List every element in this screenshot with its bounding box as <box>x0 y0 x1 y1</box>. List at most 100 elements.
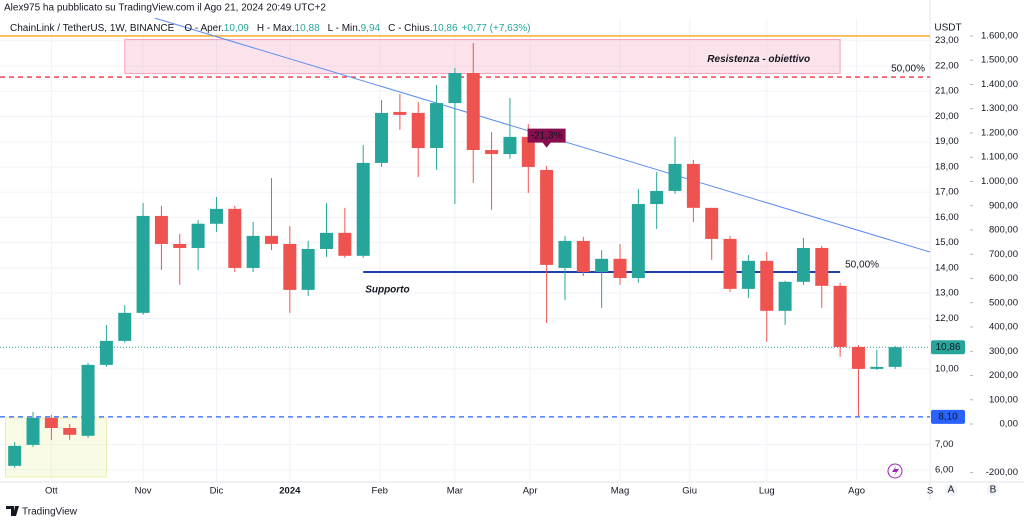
x-tick-label: Nov <box>135 486 152 497</box>
candle-body <box>851 346 865 369</box>
y2-tick-label: 300,00 <box>989 346 1018 357</box>
candle-body <box>631 204 645 279</box>
candle-body <box>705 207 719 239</box>
candle-body <box>668 163 682 191</box>
event-icon-bolt <box>892 466 899 476</box>
y2-tick-label: 600,00 <box>989 273 1018 284</box>
y2-tick-label: -200,00 <box>986 467 1018 478</box>
candle-body <box>741 260 755 289</box>
x-tick-label: Mar <box>447 486 463 497</box>
y-tick-label: 7,00 <box>935 439 954 450</box>
candle-body <box>760 260 774 311</box>
candle-body <box>448 73 462 104</box>
footer <box>0 500 1024 522</box>
y-tick-label: 15,00 <box>935 237 959 248</box>
candle-body <box>540 169 554 265</box>
y2-tick-label: 1.300,00 <box>981 103 1018 114</box>
publisher: Alex975 ha pubblicato su TradingView.com… <box>4 3 326 14</box>
candle-body <box>26 417 40 445</box>
y-tick-label: 12,00 <box>935 313 959 324</box>
candle-body <box>613 258 627 279</box>
candle-body <box>136 215 150 313</box>
y-tick-label: 14,00 <box>935 262 959 273</box>
candle-body <box>99 340 113 365</box>
y-tick-label: 17,00 <box>935 187 959 198</box>
zone-label: Resistenza - obiettivo <box>707 54 810 65</box>
x-tick-label: Dic <box>210 486 224 497</box>
price-tag-label: 10,86 <box>935 342 960 353</box>
candle-body <box>191 223 205 248</box>
support-label: Supporto <box>365 285 409 296</box>
candle-body <box>63 427 77 435</box>
candle-body <box>81 364 95 436</box>
y-tick-label: 18,00 <box>935 161 959 172</box>
y2-tick-label: 1.000,00 <box>981 176 1018 187</box>
y-tick-label: 20,00 <box>935 111 959 122</box>
x-tick-label: 2024 <box>279 486 301 497</box>
y2-tick-label: 1.400,00 <box>981 79 1018 90</box>
auto-button-label[interactable]: A <box>948 485 955 496</box>
y2-tick-label: 900,00 <box>989 200 1018 211</box>
y-tick-label: 13,00 <box>935 288 959 299</box>
y2-tick-label: 800,00 <box>989 225 1018 236</box>
candle-body <box>118 312 132 341</box>
candle-body <box>320 232 334 249</box>
candle-body <box>466 73 480 151</box>
candle-body <box>338 232 352 256</box>
candle-body <box>485 150 499 155</box>
candle-body <box>154 215 168 244</box>
candle-body <box>595 258 609 272</box>
x-tick-label: S <box>927 486 933 497</box>
candle-body <box>375 112 389 163</box>
candle-body <box>356 162 370 256</box>
y2-tick-label: 700,00 <box>989 249 1018 260</box>
support-level-label: 50,00% <box>845 260 879 271</box>
candle-body <box>778 281 792 311</box>
callout-box <box>527 128 566 148</box>
y2-tick-label: 1.200,00 <box>981 127 1018 138</box>
candle-body <box>264 235 278 244</box>
x-tick-label: Lug <box>759 486 775 497</box>
candle-body <box>44 417 58 428</box>
y2-tick-label: 100,00 <box>989 394 1018 405</box>
candle-body <box>558 240 572 268</box>
candle-body <box>246 235 260 268</box>
candle-body <box>521 136 535 167</box>
ohlc-legend: ChainLink / TetherUS, 1W, BINANCE O - Ape… <box>10 23 531 34</box>
y2-tick-label: 0,00 <box>1000 419 1019 430</box>
x-tick-label: Giu <box>682 486 697 497</box>
scale-button-label[interactable]: B <box>990 485 997 496</box>
x-tick-label: Feb <box>372 486 388 497</box>
y-tick-label: 21,00 <box>935 86 959 97</box>
candle-body <box>228 208 242 268</box>
candle-body <box>430 103 444 149</box>
scale-button[interactable] <box>987 484 999 496</box>
currency: USDT <box>934 23 961 34</box>
candle-body <box>650 190 664 205</box>
y-tick-label: 22,00 <box>935 60 959 71</box>
price-axis-bg <box>930 0 1024 522</box>
candle-body <box>209 208 223 224</box>
y-tick-label: 16,00 <box>935 212 959 223</box>
candle-body <box>411 112 425 149</box>
candle-body <box>576 240 590 272</box>
candle-body <box>723 238 737 289</box>
candle-body <box>283 243 297 290</box>
price-tag-label: 8,10 <box>938 412 958 423</box>
x-tick-label: Mag <box>611 486 629 497</box>
candle-body <box>796 247 810 282</box>
candle-body <box>8 445 22 466</box>
level-label: 50,00% <box>891 64 925 75</box>
price-tag <box>931 340 965 355</box>
candle-body <box>301 248 315 290</box>
y2-tick-label: 400,00 <box>989 322 1018 333</box>
y2-tick-label: 1.100,00 <box>981 152 1018 163</box>
candle-body <box>815 247 829 286</box>
candle-body <box>173 243 187 248</box>
x-tick-label: Apr <box>523 486 538 497</box>
y2-tick-label: 1.500,00 <box>981 55 1018 66</box>
auto-button[interactable] <box>945 484 957 496</box>
event-icon[interactable] <box>887 463 903 479</box>
y-tick-label: 6,00 <box>935 464 954 475</box>
